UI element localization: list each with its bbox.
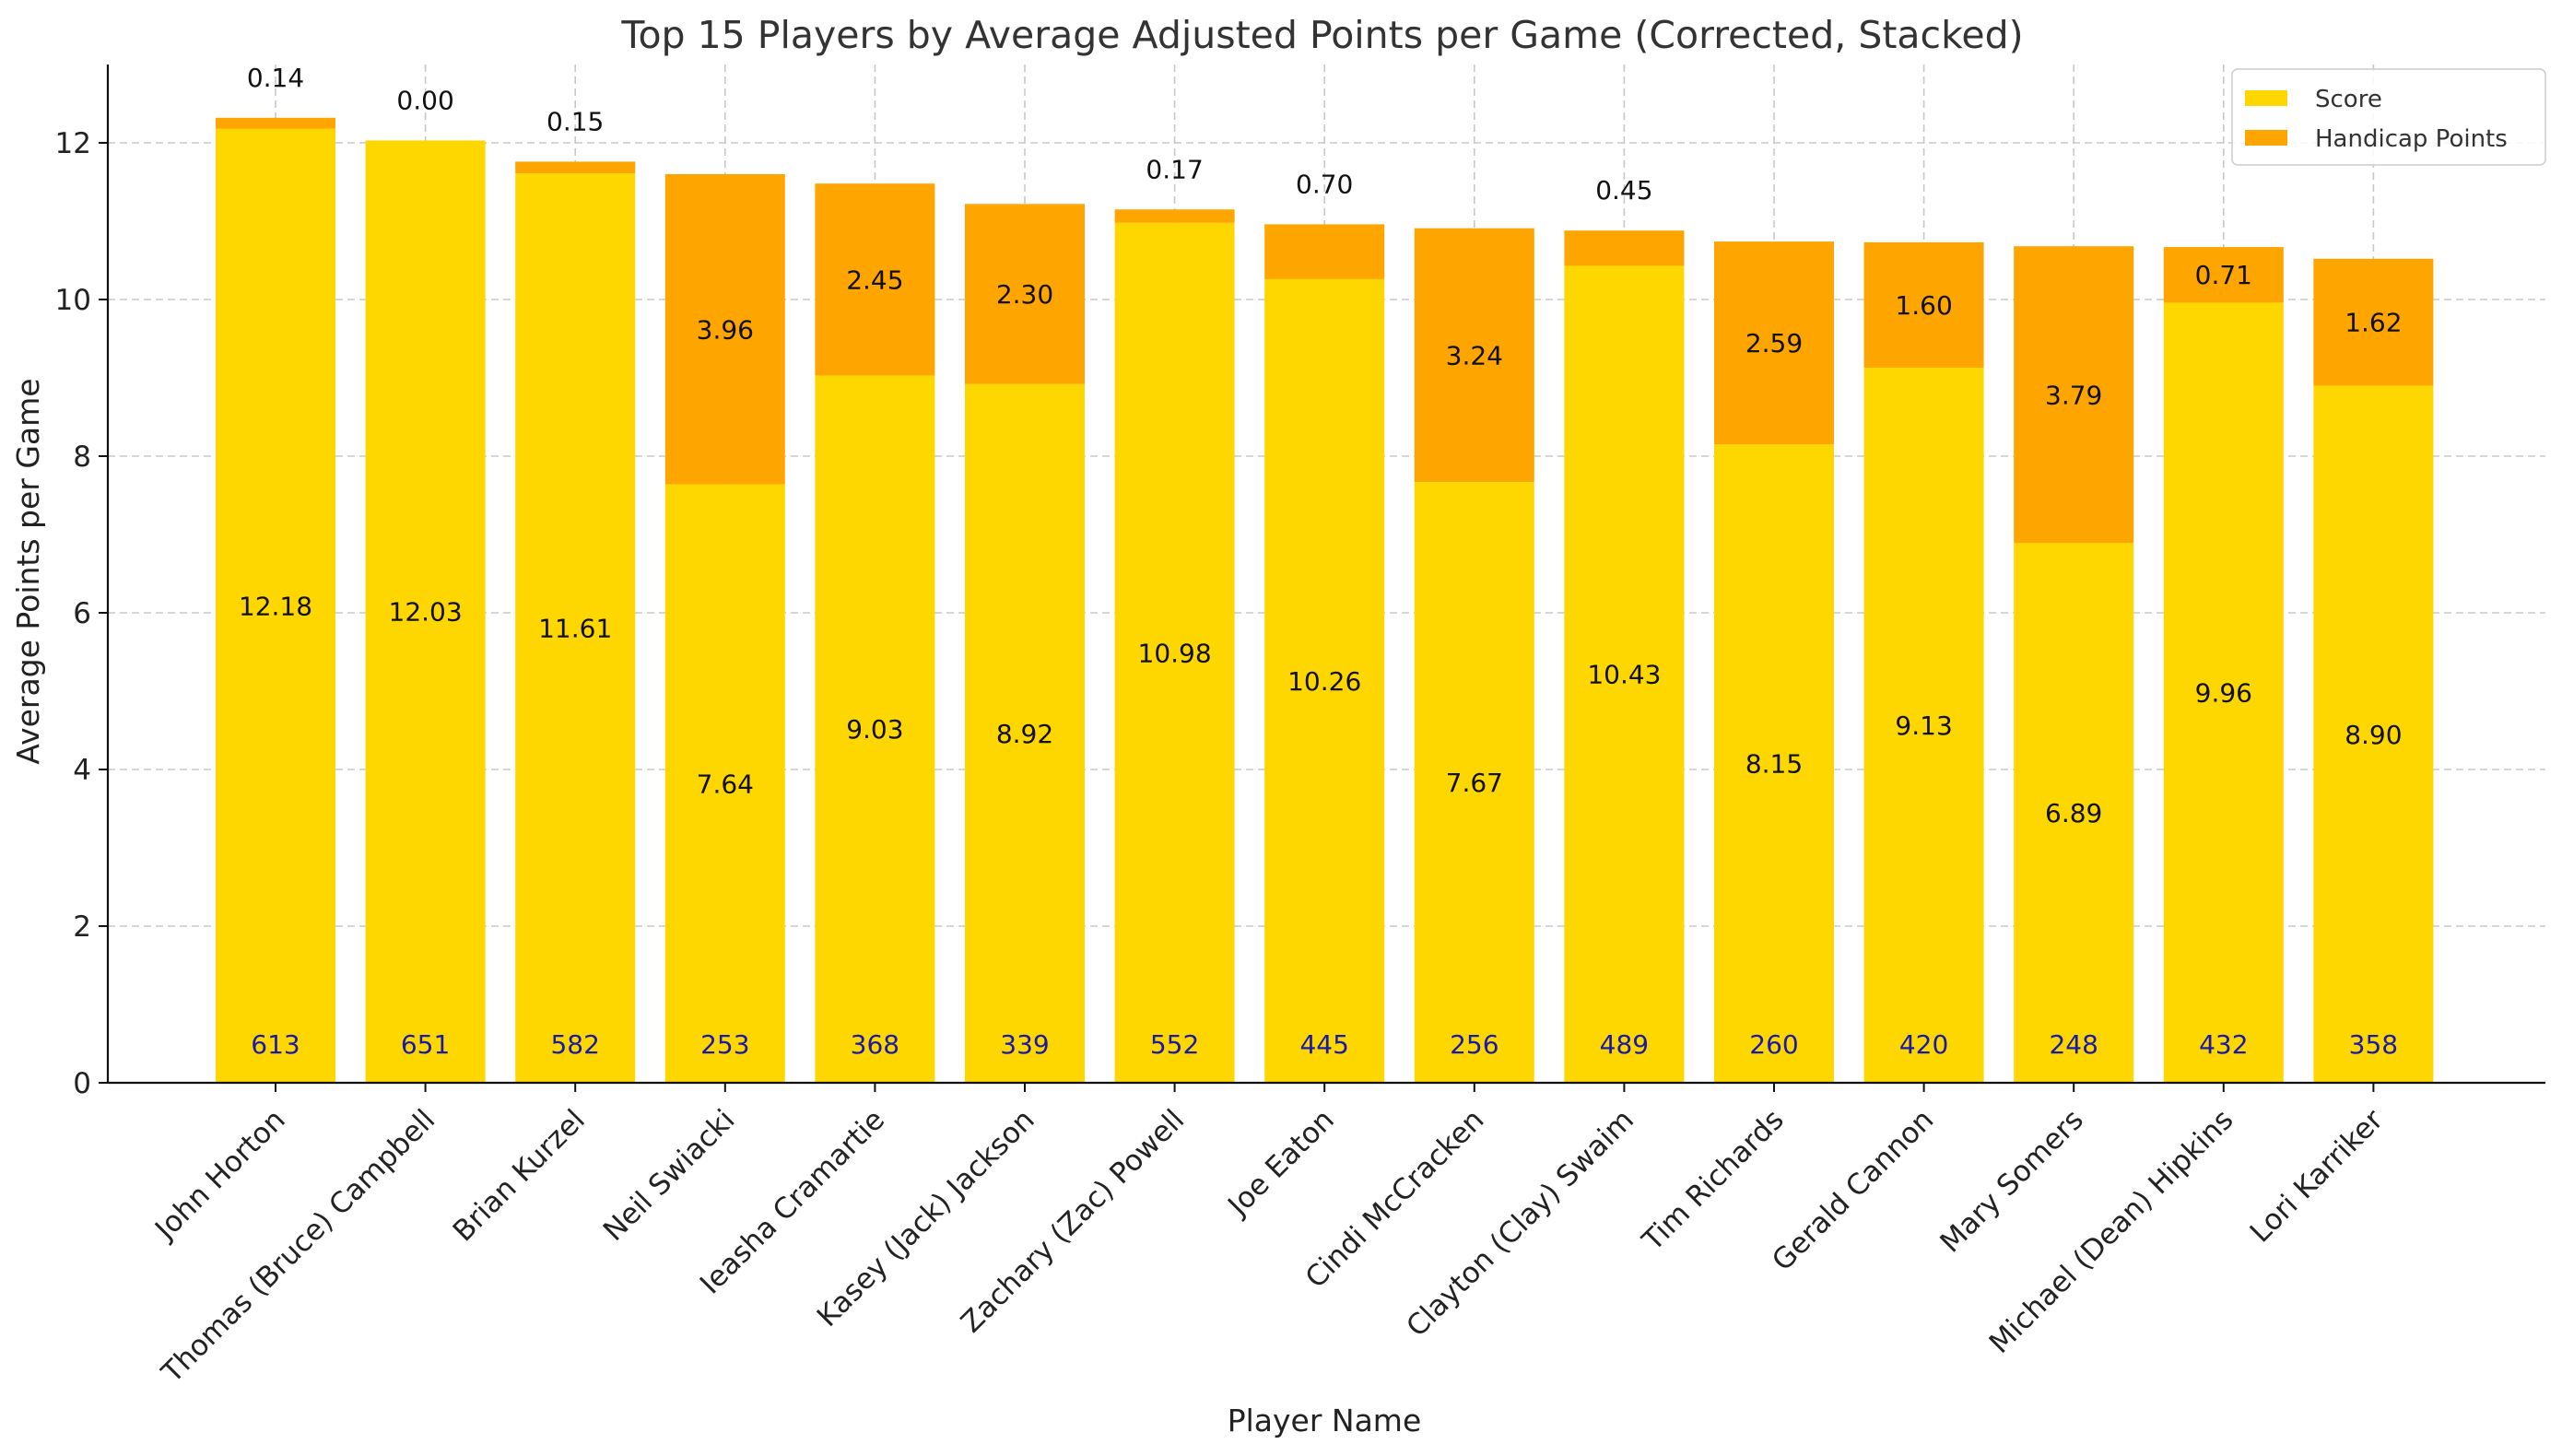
stacked-bar-chart: Top 15 Players by Average Adjusted Point… (0, 0, 2562, 1456)
y-tick-label: 6 (73, 597, 91, 630)
bottom-annotation: 432 (2199, 1029, 2248, 1060)
score-value-label: 9.13 (1895, 710, 1952, 741)
x-tick-label-mary-somers: Mary Somers (1934, 1103, 2090, 1259)
legend-label-score: Score (2315, 86, 2382, 113)
bottom-annotation: 613 (251, 1029, 300, 1060)
score-value-label: 10.98 (1138, 638, 1212, 668)
handicap-value-label: 0.70 (1296, 169, 1353, 199)
handicap-value-label: 0.45 (1595, 175, 1652, 205)
y-tick-label: 0 (73, 1067, 91, 1100)
bars (216, 118, 2433, 1083)
x-tick-label-gerald-cannon: Gerald Cannon (1766, 1103, 1940, 1277)
bottom-annotation: 253 (700, 1029, 749, 1060)
bar-handicap-brian-kurzel (515, 161, 635, 173)
score-value-label: 10.26 (1287, 666, 1361, 697)
score-value-label: 7.64 (697, 769, 754, 799)
x-tick-label-brian-kurzel: Brian Kurzel (447, 1103, 592, 1248)
score-value-label: 8.92 (996, 719, 1053, 749)
x-tick-label-john-horton: John Horton (147, 1103, 291, 1247)
handicap-value-label: 0.14 (247, 63, 304, 93)
x-tick-labels: John HortonThomas (Bruce) Campbell Brian … (147, 1103, 2390, 1390)
bar-handicap-clayton-clay-swaim (1564, 230, 1684, 265)
x-tick-label-thomas-bruce-campbell: Thomas (Bruce) Campbell (155, 1103, 441, 1390)
score-value-label: 9.03 (846, 714, 903, 745)
bottom-annotation: 339 (1000, 1029, 1049, 1060)
legend-swatch-score (2245, 90, 2287, 106)
bottom-annotation: 420 (1899, 1029, 1948, 1060)
bottom-annotation: 552 (1150, 1029, 1199, 1060)
x-tick-label-neil-swiacki: Neil Swiacki (597, 1103, 742, 1248)
bottom-annotation: 256 (1450, 1029, 1498, 1060)
bar-handicap-zachary-zac-powell (1115, 209, 1235, 222)
bottom-annotation: 651 (401, 1029, 450, 1060)
handicap-value-label: 1.62 (2345, 308, 2402, 338)
bottom-annotation: 260 (1749, 1029, 1798, 1060)
bottom-annotation: 368 (851, 1029, 899, 1060)
legend: Score Handicap Points (2232, 69, 2545, 165)
chart-title: Top 15 Players by Average Adjusted Point… (620, 13, 2023, 57)
y-axis-label: Average Points per Game (10, 378, 46, 764)
x-axis-label: Player Name (1228, 1403, 1422, 1438)
score-value-label: 10.43 (1587, 660, 1661, 690)
handicap-value-label: 2.59 (1745, 328, 1803, 358)
score-value-label: 7.67 (1446, 768, 1503, 798)
x-tick-label-tim-richards: Tim Richards (1636, 1103, 1791, 1258)
handicap-value-label: 0.00 (396, 85, 453, 115)
x-tick-label-joe-eaton: Joe Eaton (1220, 1103, 1340, 1223)
handicap-value-label: 0.15 (546, 106, 604, 136)
score-value-label: 6.89 (2045, 798, 2102, 828)
handicap-value-label: 2.30 (996, 279, 1053, 310)
bottom-annotation: 582 (550, 1029, 599, 1060)
score-value-label: 12.18 (239, 591, 312, 621)
legend-swatch-handicap-points (2245, 130, 2287, 146)
legend-label-handicap-points: Handicap Points (2315, 125, 2508, 153)
bottom-annotation: 358 (2349, 1029, 2398, 1060)
handicap-value-label: 0.17 (1146, 154, 1203, 184)
handicap-value-label: 1.60 (1895, 290, 1952, 321)
handicap-value-label: 3.79 (2045, 380, 2102, 410)
bar-handicap-john-horton (216, 118, 335, 129)
y-tick-label: 2 (73, 910, 91, 944)
x-tick-label-lori-karriker: Lori Karriker (2244, 1103, 2391, 1250)
handicap-value-label: 2.45 (846, 264, 903, 295)
score-value-label: 9.96 (2195, 678, 2252, 709)
x-tick-label-michael-dean-hipkins: Michael (Dean) Hipkins (1983, 1103, 2240, 1360)
score-value-label: 8.90 (2345, 720, 2402, 750)
y-tick-label: 10 (55, 284, 91, 317)
handicap-value-label: 3.24 (1446, 340, 1503, 370)
y-tick-label: 12 (55, 127, 91, 160)
bottom-annotation: 445 (1299, 1029, 1348, 1060)
handicap-value-label: 3.96 (697, 314, 754, 345)
bar-handicap-joe-eaton (1264, 224, 1384, 279)
bottom-annotation: 248 (2049, 1029, 2098, 1060)
score-value-label: 8.15 (1745, 749, 1803, 780)
y-tick-label: 4 (73, 754, 91, 787)
y-tick-label: 8 (73, 440, 91, 474)
score-value-label: 11.61 (538, 614, 612, 644)
score-value-label: 12.03 (389, 597, 463, 628)
bottom-annotation: 489 (1600, 1029, 1649, 1060)
handicap-value-label: 0.71 (2195, 260, 2252, 290)
